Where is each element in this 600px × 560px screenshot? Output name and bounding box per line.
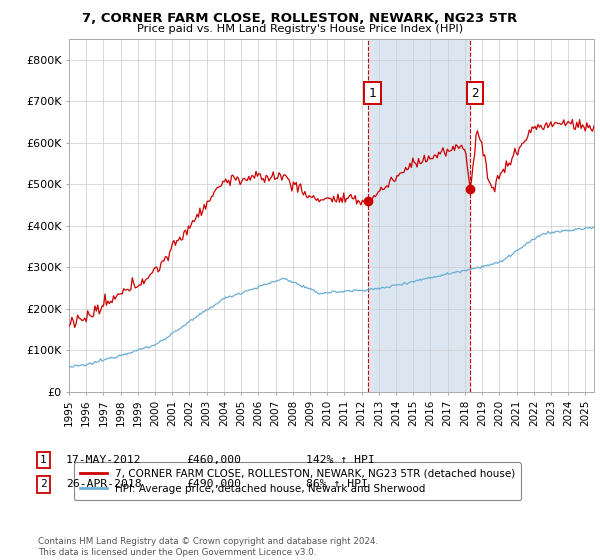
Text: Contains HM Land Registry data © Crown copyright and database right 2024.
This d: Contains HM Land Registry data © Crown c…	[38, 537, 378, 557]
Text: 26-APR-2018: 26-APR-2018	[66, 479, 142, 489]
Text: 1: 1	[40, 455, 47, 465]
Text: 17-MAY-2012: 17-MAY-2012	[66, 455, 142, 465]
Text: 2: 2	[40, 479, 47, 489]
Text: 1: 1	[369, 87, 376, 100]
Text: 2: 2	[471, 87, 478, 100]
Text: Price paid vs. HM Land Registry's House Price Index (HPI): Price paid vs. HM Land Registry's House …	[137, 24, 463, 34]
Text: £490,000: £490,000	[186, 479, 241, 489]
Text: 142% ↑ HPI: 142% ↑ HPI	[306, 455, 375, 465]
Text: 86% ↑ HPI: 86% ↑ HPI	[306, 479, 368, 489]
Legend: 7, CORNER FARM CLOSE, ROLLESTON, NEWARK, NG23 5TR (detached house), HPI: Average: 7, CORNER FARM CLOSE, ROLLESTON, NEWARK,…	[74, 463, 521, 500]
Text: £460,000: £460,000	[186, 455, 241, 465]
Text: 7, CORNER FARM CLOSE, ROLLESTON, NEWARK, NG23 5TR: 7, CORNER FARM CLOSE, ROLLESTON, NEWARK,…	[82, 12, 518, 25]
Bar	[368, 39, 470, 392]
